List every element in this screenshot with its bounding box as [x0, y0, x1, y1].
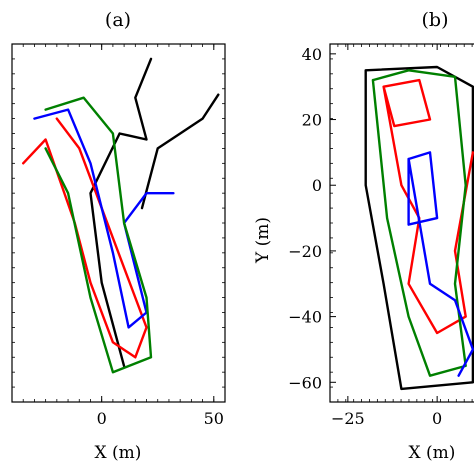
panel-b-ticks: −25 0 40 20 0 −20 −40 −60: [288, 44, 473, 428]
panel-b-trace-0: [364, 65, 474, 391]
panel-a-traces: [22, 57, 220, 374]
y-tick-label: −60: [288, 373, 322, 392]
panel-a-trace-1: [140, 93, 220, 210]
panel-b-trace-2: [371, 69, 467, 377]
x-tick-label: −25: [331, 409, 365, 428]
panel-b-y-axis-label: Y (m): [253, 217, 273, 264]
y-tick-label: −20: [288, 242, 322, 261]
x-tick-label: 50: [204, 409, 224, 428]
panel-a-ticks: 0 50: [12, 44, 225, 428]
panel-a-trace-4: [44, 96, 153, 374]
y-tick-label: 0: [312, 176, 322, 195]
panel-b-label: (b): [422, 9, 449, 31]
panel-a-trace-2: [22, 117, 148, 359]
x-tick-label: 0: [97, 409, 107, 428]
panel-b-trace-3: [407, 151, 474, 377]
panel-b-axes-frame: [329, 43, 474, 403]
panel-a-x-axis-label: X (m): [95, 443, 142, 463]
y-tick-label: 40: [302, 45, 322, 64]
panel-a-trace-3: [33, 108, 175, 329]
panel-b: (b) −25 0 40 20 0 −20 −40 −60 X (m) Y (m): [253, 9, 474, 463]
y-tick-label: −40: [288, 308, 322, 327]
panel-a: (a) 0 50 X (m): [11, 9, 226, 463]
panel-b-x-axis-label: X (m): [409, 443, 456, 463]
panel-b-traces: [364, 65, 474, 391]
panel-b-trace-1: [382, 78, 474, 335]
panel-a-trace-0: [89, 57, 153, 368]
x-tick-label: 0: [432, 409, 442, 428]
panel-a-label: (a): [105, 9, 131, 31]
y-tick-label: 20: [302, 111, 322, 130]
